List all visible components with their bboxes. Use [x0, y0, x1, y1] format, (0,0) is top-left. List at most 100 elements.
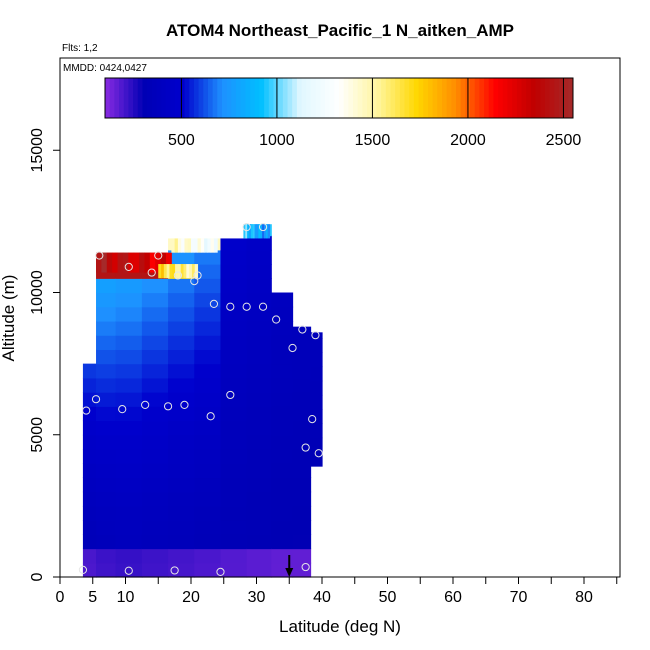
colorbar-swatch — [493, 78, 499, 118]
heatmap-hotspot-cell — [256, 224, 259, 239]
colorbar-swatch — [320, 78, 326, 118]
heatmap-hotspot-cell — [267, 224, 271, 239]
colorbar-swatch — [516, 78, 523, 118]
heatmap-cell — [168, 520, 195, 535]
heatmap-cell — [310, 380, 323, 396]
heatmap-cell — [96, 335, 117, 350]
x-tick-label: 5 — [88, 589, 97, 606]
colorbar-swatch — [156, 78, 162, 118]
heatmap-cell — [194, 520, 222, 535]
heatmap-cell — [115, 349, 143, 365]
observation-point — [170, 566, 179, 575]
heatmap-hotspot-cell — [184, 238, 189, 253]
heatmap-hotspot-cell — [139, 252, 145, 273]
observation-point — [301, 443, 310, 452]
heatmap-cell — [271, 292, 294, 308]
colorbar-swatch — [137, 78, 143, 118]
heatmap-cell — [220, 406, 248, 422]
heatmap-cell — [115, 548, 143, 564]
heatmap-cell — [82, 406, 97, 422]
heatmap-hotspot-cell — [144, 252, 151, 273]
heatmap-cell — [271, 406, 294, 422]
heatmap-hotspot-cell — [117, 252, 124, 273]
heatmap-cell — [292, 420, 312, 436]
colorbar-tick-label: 500 — [168, 132, 195, 149]
x-axis: 0 5 10 20 30 40 50 60 70 80 — [56, 577, 618, 606]
observation-point — [95, 251, 104, 260]
heatmap-cell — [115, 306, 143, 322]
colorbar-swatch — [446, 78, 452, 118]
heatmap-cell — [168, 534, 195, 550]
observation-point — [242, 302, 251, 311]
heatmap-hotspot-cell — [96, 252, 102, 273]
colorbar-swatch — [376, 78, 382, 118]
y-tick-label: 15000 — [29, 128, 46, 173]
heatmap-cell — [141, 562, 169, 578]
x-tick-label: 70 — [510, 589, 528, 606]
observation-point — [314, 449, 323, 458]
colorbar-swatch — [184, 78, 190, 118]
heatmap-cell — [271, 377, 294, 393]
heatmap-cell — [141, 463, 169, 479]
heatmap-cell — [310, 366, 323, 382]
colorbar-swatch — [329, 78, 335, 118]
heatmap-cell — [220, 264, 248, 279]
heatmap-cell — [168, 477, 195, 493]
colorbar-swatch — [544, 78, 551, 118]
heatmap-cell — [96, 377, 117, 393]
heatmap-hotspot-cell — [262, 224, 265, 239]
heatmap-cell — [194, 349, 222, 365]
heatmap-cell — [271, 491, 294, 507]
colorbar-swatch — [268, 78, 274, 118]
heatmap-cell — [194, 505, 222, 521]
heatmap-cell — [271, 505, 294, 521]
heatmap-cell — [292, 326, 312, 336]
heatmap-cell — [168, 292, 195, 308]
colorbar-swatch — [236, 78, 242, 118]
heatmap-cell — [115, 377, 143, 393]
colorbar-swatch — [142, 78, 148, 118]
heatmap-cell — [271, 320, 294, 336]
heatmap-cell — [194, 477, 222, 493]
colorbar-swatch — [409, 78, 415, 118]
heatmap-cell — [168, 491, 195, 507]
heatmap-cell — [246, 505, 272, 521]
observation-point — [242, 222, 251, 232]
colorbar-swatch — [151, 78, 157, 118]
flights-note: Flts: 1,2 — [62, 43, 98, 54]
heatmap-cell — [96, 477, 117, 493]
heatmap-cell — [82, 363, 97, 379]
colorbar-tick-label: 1500 — [355, 132, 391, 149]
heatmap-cell — [115, 406, 143, 422]
heatmap-cell — [82, 491, 97, 507]
heatmap-cell — [271, 335, 294, 350]
heatmap-hotspot-cell — [177, 238, 182, 253]
heatmap-cell — [271, 463, 294, 479]
heatmap-hotspot-cell — [249, 224, 252, 239]
heatmap-cell — [194, 292, 222, 308]
colorbar-swatch — [498, 78, 504, 118]
heatmap-cell — [194, 377, 222, 393]
colorbar-swatch — [292, 78, 298, 118]
location-arrow — [285, 555, 294, 577]
colorbar-swatch — [395, 78, 401, 118]
heatmap-hotspot-cell — [181, 238, 185, 253]
x-tick-label: 30 — [248, 589, 266, 606]
x-tick-label: 60 — [444, 589, 462, 606]
heatmap-cell — [194, 320, 222, 336]
heatmap-cell — [292, 335, 312, 350]
heatmap-cell — [310, 352, 323, 368]
heatmap-cell — [220, 320, 248, 336]
heatmap-cell — [292, 463, 312, 479]
heatmap-hotspot-cell — [191, 264, 196, 279]
plot-frame — [59, 57, 621, 578]
colorbar-swatch — [259, 78, 265, 118]
heatmap-cell — [115, 448, 143, 464]
heatmap-cell — [194, 562, 222, 578]
heatmap-hotspot-cell — [172, 264, 176, 279]
heatmap-cell — [246, 406, 272, 422]
heatmap-cells — [82, 224, 323, 578]
heatmap-cell — [220, 520, 248, 535]
heatmap-hotspot-cell — [252, 224, 256, 239]
